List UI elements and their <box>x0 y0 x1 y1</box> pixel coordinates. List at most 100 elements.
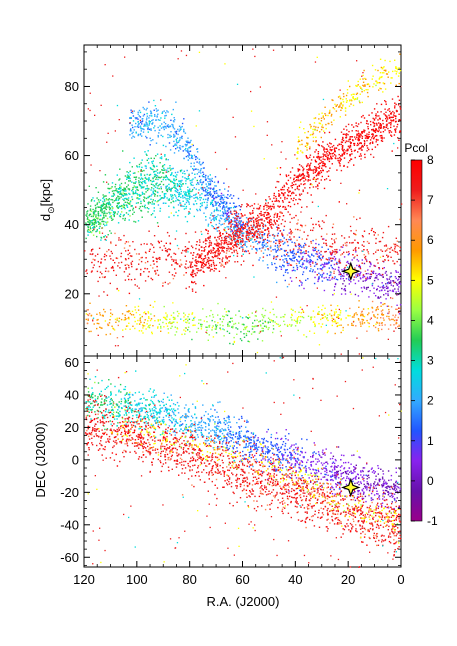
data-point <box>196 208 198 211</box>
data-point <box>329 251 331 253</box>
data-point <box>274 262 276 265</box>
data-point <box>339 95 341 97</box>
data-point <box>350 94 353 96</box>
data-point <box>97 253 99 255</box>
data-point <box>241 245 244 247</box>
data-point <box>397 95 399 98</box>
data-point <box>310 162 312 164</box>
data-point <box>283 316 285 318</box>
data-point <box>368 261 371 263</box>
data-point <box>274 222 276 224</box>
data-point <box>162 169 164 171</box>
data-point <box>171 172 173 174</box>
data-point <box>306 172 309 174</box>
data-point <box>186 178 188 180</box>
data-point <box>378 78 380 80</box>
data-point <box>110 232 112 234</box>
data-point <box>188 191 190 193</box>
data-point <box>139 273 142 275</box>
data-point <box>213 187 215 189</box>
data-point <box>233 323 235 325</box>
data-point <box>253 234 255 237</box>
data-point <box>318 313 320 315</box>
data-point <box>135 132 137 134</box>
data-point <box>199 261 201 263</box>
data-point <box>174 183 176 185</box>
data-point <box>129 130 132 132</box>
data-point <box>144 176 147 179</box>
data-point <box>294 244 297 247</box>
data-point <box>302 263 305 265</box>
data-point <box>110 250 112 253</box>
data-point <box>293 269 295 271</box>
data-point <box>115 189 117 192</box>
data-point <box>378 268 381 270</box>
data-point <box>264 249 266 251</box>
data-point <box>352 254 354 256</box>
data-point <box>332 152 335 154</box>
data-point <box>331 246 333 248</box>
data-point <box>138 177 140 179</box>
data-point <box>349 85 351 88</box>
data-point <box>309 167 311 170</box>
data-point <box>259 236 261 238</box>
data-point <box>299 249 301 251</box>
data-point <box>104 200 106 202</box>
data-point <box>153 263 155 265</box>
data-point <box>118 188 121 190</box>
data-point <box>275 258 277 260</box>
data-point <box>219 198 221 201</box>
data-point <box>381 72 384 74</box>
data-point <box>269 206 271 208</box>
data-point <box>105 195 107 197</box>
data-point <box>256 217 258 220</box>
data-point <box>318 167 321 169</box>
data-point <box>381 236 384 239</box>
data-point <box>119 186 121 189</box>
data-point <box>170 180 172 183</box>
data-point <box>135 202 138 204</box>
data-point <box>146 243 148 245</box>
data-point <box>213 219 215 222</box>
data-point <box>387 312 389 315</box>
data-point <box>216 250 218 252</box>
data-point <box>211 319 213 322</box>
data-point <box>318 323 320 325</box>
data-point <box>211 326 214 329</box>
data-point <box>293 236 295 238</box>
data-point <box>225 240 228 242</box>
data-point <box>343 165 345 167</box>
data-point <box>375 309 377 312</box>
data-point <box>122 150 124 152</box>
data-point <box>140 200 142 203</box>
data-point <box>262 316 265 319</box>
data-point <box>137 171 140 173</box>
data-point <box>142 332 144 334</box>
data-point <box>131 310 134 313</box>
data-point <box>146 189 149 192</box>
data-point <box>124 190 126 192</box>
data-point <box>183 274 185 276</box>
data-point <box>220 263 223 265</box>
data-point <box>217 257 219 259</box>
data-point <box>398 119 400 121</box>
data-point <box>220 195 222 197</box>
data-point <box>252 241 254 243</box>
data-point <box>321 124 324 126</box>
data-point <box>215 209 218 212</box>
data-point <box>259 231 261 233</box>
data-point <box>181 176 184 178</box>
data-point <box>326 153 328 155</box>
data-point <box>391 318 393 321</box>
data-point <box>375 84 377 87</box>
data-point <box>339 272 341 274</box>
data-point <box>153 127 155 129</box>
data-point <box>224 218 226 221</box>
data-point <box>142 180 144 183</box>
data-point <box>245 217 248 219</box>
data-point <box>318 158 321 161</box>
data-point <box>206 254 209 256</box>
data-point <box>383 137 385 139</box>
data-point <box>309 146 311 148</box>
data-point <box>140 174 142 177</box>
